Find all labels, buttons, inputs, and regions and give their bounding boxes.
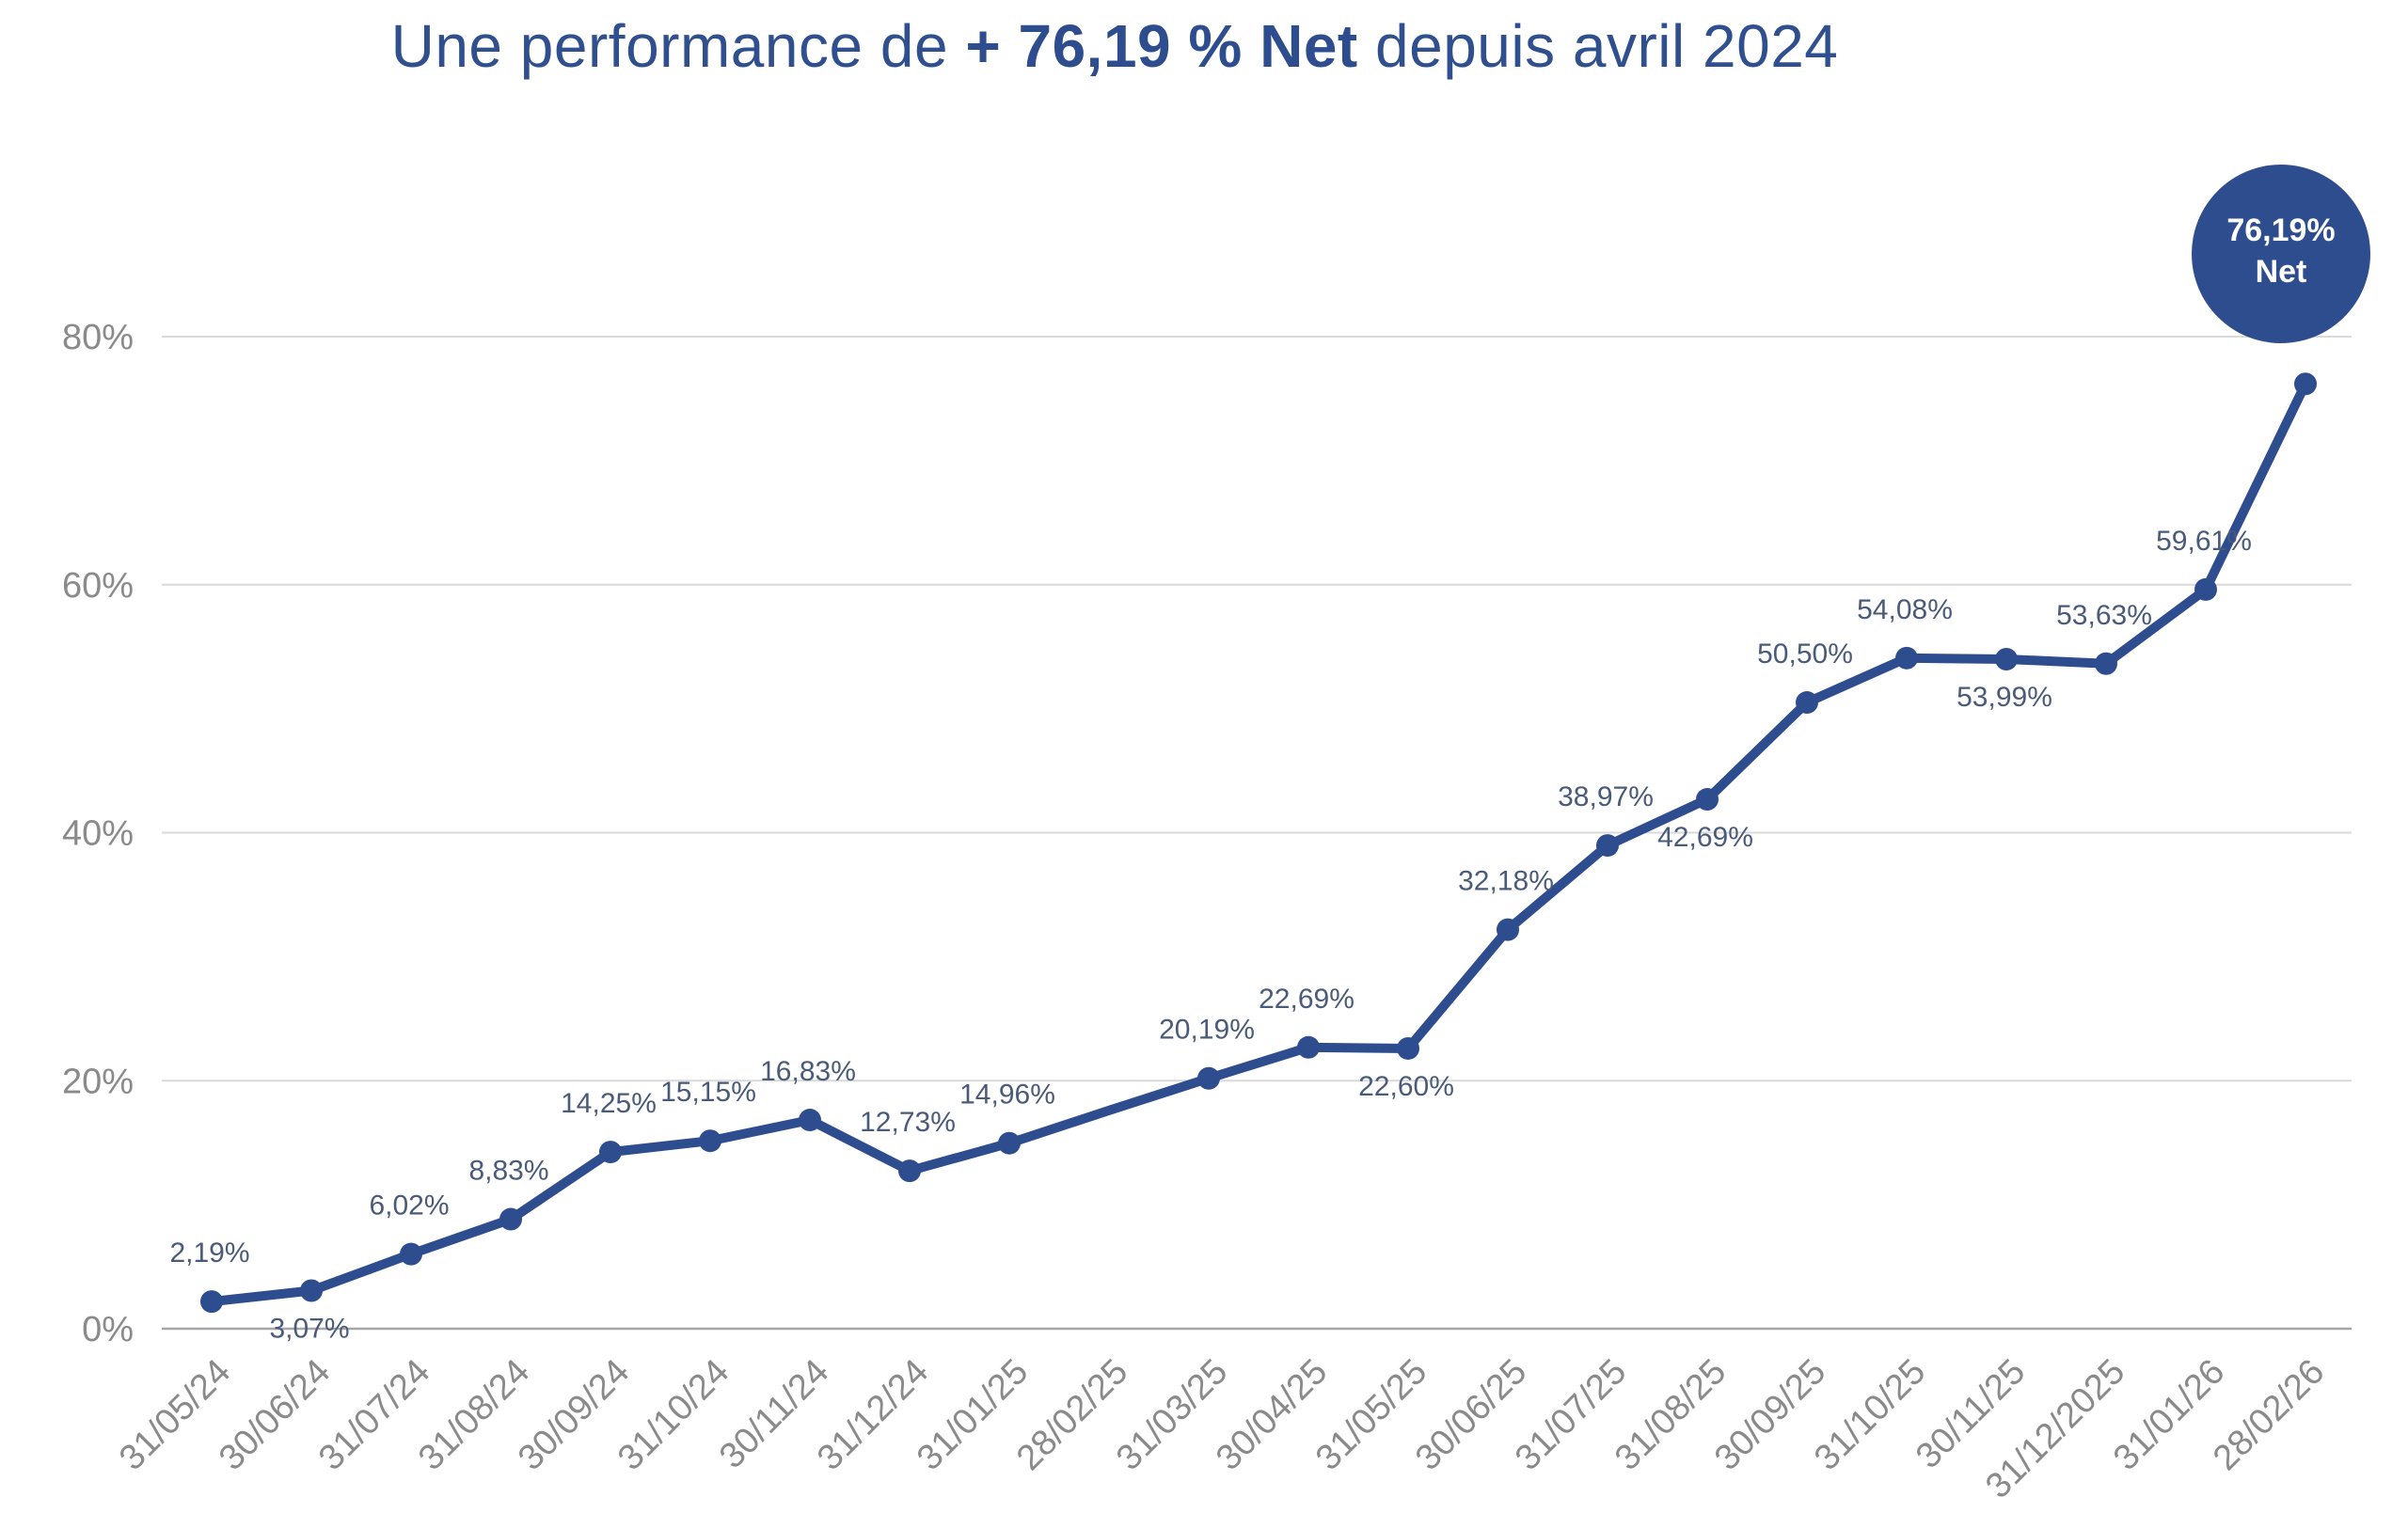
title-prefix: Une performance de — [390, 12, 966, 80]
data-point — [1796, 691, 1818, 715]
data-label: 53,99% — [1956, 682, 2052, 713]
gridlines — [162, 336, 2352, 1331]
y-tick-label: 20% — [62, 1062, 134, 1101]
x-tick-label: 31/01/26 — [2106, 1352, 2232, 1478]
net-badge: 76,19% Net — [2192, 165, 2370, 343]
data-point — [699, 1129, 721, 1153]
data-label: 3,07% — [269, 1314, 349, 1345]
y-tick-label: 0% — [82, 1310, 134, 1349]
data-point — [300, 1279, 323, 1302]
data-point — [2194, 577, 2217, 601]
x-tick-label: 30/06/25 — [1408, 1352, 1534, 1478]
data-label: 22,69% — [1259, 984, 1354, 1015]
series-performance — [200, 372, 2317, 1314]
data-point — [1995, 648, 2018, 671]
x-tick-label: 31/07/25 — [1508, 1352, 1634, 1478]
x-tick-label: 31/07/24 — [311, 1352, 437, 1478]
data-label: 54,08% — [1857, 594, 1953, 625]
data-point — [799, 1109, 821, 1132]
title-suffix: depuis avril 2024 — [1357, 12, 1839, 80]
data-point — [1596, 834, 1619, 858]
x-tick-label: 31/03/25 — [1109, 1352, 1235, 1478]
data-point — [1497, 918, 1519, 941]
data-point — [998, 1131, 1021, 1155]
data-label: 59,61% — [2156, 526, 2252, 557]
x-tick-label: 30/09/25 — [1707, 1352, 1833, 1478]
data-label: 12,73% — [860, 1107, 956, 1138]
x-tick-label: 31/08/25 — [1608, 1352, 1734, 1478]
data-labels: 2,19% 3,07% 6,02% 8,83% 14,25% 15,15%16,83%12… — [169, 526, 2251, 1345]
y-tick-label: 40% — [62, 814, 134, 854]
net-badge-circle — [2192, 165, 2370, 343]
y-tick-label: 60% — [62, 566, 134, 606]
x-tick-label: 31/10/25 — [1807, 1352, 1933, 1478]
data-label: 2,19% — [169, 1237, 249, 1269]
data-label: 14,25% — [561, 1088, 657, 1119]
data-label: 15,15% — [660, 1077, 756, 1108]
data-point — [2095, 652, 2117, 675]
x-tick-label: 30/06/24 — [212, 1352, 338, 1478]
data-point — [599, 1141, 622, 1164]
x-axis-ticks: 31/05/2430/06/2431/07/2431/08/2430/09/24… — [112, 1352, 2332, 1506]
data-label: 42,69% — [1657, 822, 1753, 853]
x-tick-label: 31/01/25 — [910, 1352, 1036, 1478]
data-point — [499, 1207, 522, 1231]
series-line — [207, 379, 2310, 1307]
data-label: 53,63% — [2056, 600, 2152, 631]
chart-title: Une performance de + 76,19 % Net depuis … — [0, 11, 2229, 81]
data-point — [400, 1242, 422, 1266]
x-tick-label: 31/05/24 — [112, 1352, 238, 1478]
data-point — [1397, 1036, 1419, 1060]
y-tick-label: 80% — [62, 318, 134, 357]
net-badge-value: 76,19% — [2226, 213, 2335, 248]
data-label: 38,97% — [1558, 781, 1654, 812]
x-tick-label: 31/08/24 — [411, 1352, 537, 1478]
net-badge-net: Net — [2256, 254, 2307, 290]
data-point — [1696, 788, 1719, 812]
title-highlight: + 76,19 % Net — [965, 12, 1358, 80]
x-tick-label: 30/04/25 — [1209, 1352, 1335, 1478]
data-point — [1297, 1035, 1320, 1059]
data-point — [898, 1159, 921, 1183]
data-label: 6,02% — [369, 1190, 449, 1222]
data-point — [1895, 646, 1918, 670]
x-tick-label: 31/12/24 — [810, 1352, 936, 1478]
data-label: 8,83% — [468, 1156, 548, 1187]
data-point — [2294, 372, 2317, 396]
x-tick-label: 31/10/24 — [610, 1352, 737, 1478]
x-tick-label: 31/05/25 — [1308, 1352, 1434, 1478]
data-label: 20,19% — [1159, 1015, 1255, 1046]
data-label: 22,60% — [1358, 1071, 1454, 1102]
data-point — [200, 1290, 223, 1314]
data-label: 16,83% — [760, 1056, 856, 1087]
x-tick-label: 28/02/26 — [2206, 1352, 2332, 1478]
data-label: 14,96% — [959, 1080, 1055, 1111]
x-tick-label: 28/02/25 — [1009, 1352, 1135, 1478]
data-point — [1197, 1066, 1220, 1090]
x-tick-label: 30/09/24 — [511, 1352, 637, 1478]
data-label: 32,18% — [1458, 866, 1554, 897]
data-label: 50,50% — [1757, 638, 1853, 670]
y-axis-ticks: 0% 20% 40% 60% 80% — [62, 318, 134, 1349]
